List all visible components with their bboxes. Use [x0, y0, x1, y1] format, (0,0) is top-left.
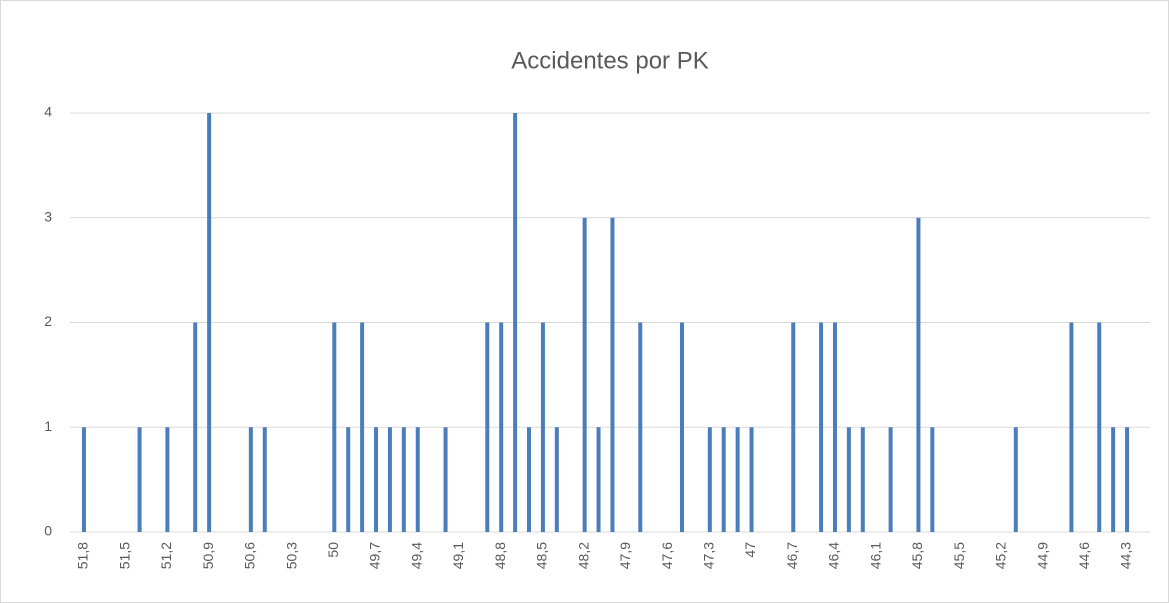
x-tick-label: 46,1 [867, 542, 883, 569]
bar [513, 113, 518, 532]
bar [860, 427, 865, 532]
bar [374, 427, 379, 532]
x-tick-label: 51,2 [158, 542, 174, 569]
bar [137, 427, 142, 532]
bar [540, 322, 545, 532]
x-tick-label: 44,9 [1034, 542, 1050, 569]
bar [930, 427, 935, 532]
y-tick-label: 4 [44, 104, 52, 120]
bar [360, 322, 365, 532]
bar [401, 427, 406, 532]
bar [527, 427, 532, 532]
y-tick-label: 1 [44, 418, 52, 434]
x-tick-label: 48,2 [575, 542, 591, 569]
bar [346, 427, 351, 532]
bar [485, 322, 490, 532]
bar [846, 427, 851, 532]
bar [1097, 322, 1102, 532]
x-tick-label: 49,4 [408, 542, 424, 569]
bar [819, 322, 824, 532]
x-tick-label: 44,3 [1118, 542, 1134, 569]
bar [332, 322, 337, 532]
bar [554, 427, 559, 532]
x-tick-label: 47,9 [617, 542, 633, 569]
bar [248, 427, 253, 532]
bar [207, 113, 212, 532]
bar [1125, 427, 1130, 532]
bar [1069, 322, 1074, 532]
x-tick-label: 46,4 [826, 542, 842, 569]
x-tick-label: 49,1 [450, 542, 466, 569]
x-tick-label: 50,3 [283, 542, 299, 569]
bar [721, 427, 726, 532]
x-tick-label: 51,5 [116, 542, 132, 569]
x-tick-label: 47 [742, 542, 758, 558]
bar [443, 427, 448, 532]
x-tick-label: 50,6 [242, 542, 258, 569]
bar [791, 322, 796, 532]
y-tick-label: 3 [44, 208, 52, 224]
y-tick-label: 0 [44, 523, 52, 539]
bar [193, 322, 198, 532]
bar [832, 322, 837, 532]
x-tick-label: 44,6 [1076, 542, 1092, 569]
bar [1013, 427, 1018, 532]
bar [1111, 427, 1116, 532]
bar [387, 427, 392, 532]
x-tick-label: 45,5 [951, 542, 967, 569]
chart-title: Accidentes por PK [511, 47, 708, 74]
x-tick-label: 48,5 [534, 542, 550, 569]
x-tick-label: 46,7 [784, 542, 800, 569]
bar [735, 427, 740, 532]
y-tick-label: 2 [44, 313, 52, 329]
x-tick-label: 50,9 [200, 542, 216, 569]
bar [638, 322, 643, 532]
bar [916, 217, 921, 532]
bar [582, 217, 587, 532]
bar [707, 427, 712, 532]
bar [165, 427, 170, 532]
bar [81, 427, 86, 532]
bar [610, 217, 615, 532]
x-tick-label: 45,2 [993, 542, 1009, 569]
bar [262, 427, 267, 532]
bar [596, 427, 601, 532]
x-tick-label: 45,8 [909, 542, 925, 569]
bar [415, 427, 420, 532]
bar [499, 322, 504, 532]
bar [749, 427, 754, 532]
x-tick-label: 50 [325, 542, 341, 558]
x-tick-label: 49,7 [367, 542, 383, 569]
x-tick-label: 51,8 [75, 542, 91, 569]
x-tick-label: 47,6 [659, 542, 675, 569]
bar [679, 322, 684, 532]
x-tick-label: 47,3 [701, 542, 717, 569]
x-tick-label: 48,8 [492, 542, 508, 569]
bar [888, 427, 893, 532]
